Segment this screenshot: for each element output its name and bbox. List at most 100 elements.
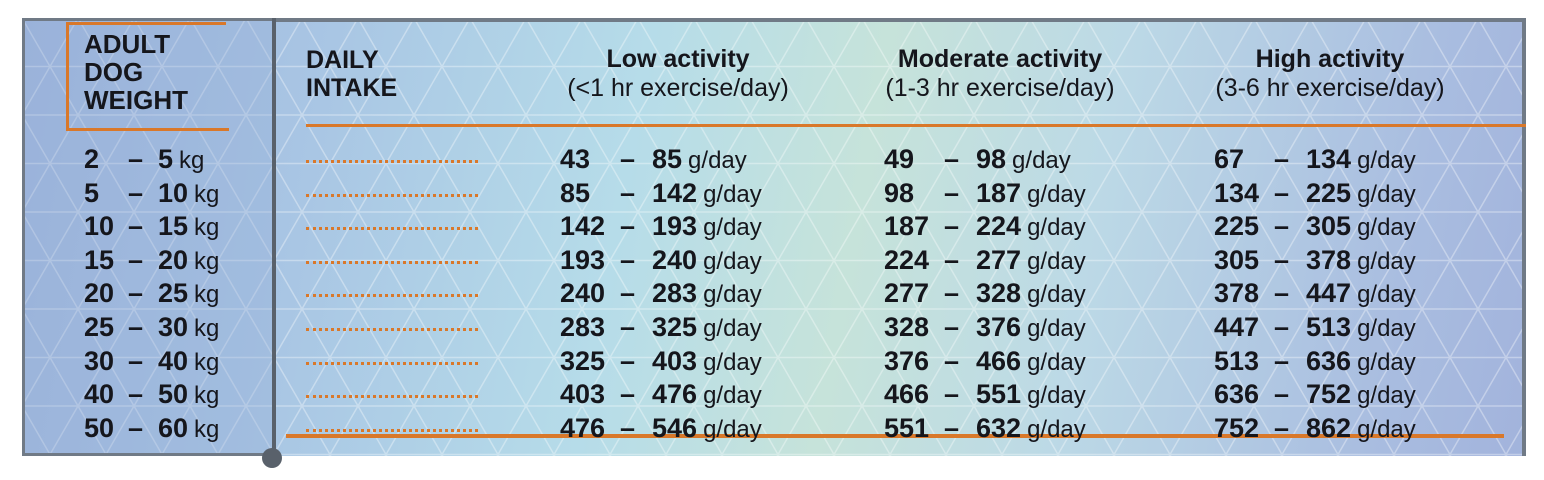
intake-unit: g/day bbox=[1357, 214, 1416, 242]
weight-unit: kg bbox=[194, 382, 220, 410]
intake-max: 142 bbox=[652, 177, 698, 208]
range-dash: – bbox=[944, 244, 960, 275]
range-dash: – bbox=[620, 177, 636, 208]
table-row: 50–60 kg 476–546 g/day 551–632 g/day 752–862 g/… bbox=[0, 413, 1544, 447]
high-activity-intake: 67–134 g/day bbox=[1214, 144, 1416, 175]
weight-unit: kg bbox=[194, 348, 220, 376]
intake-min: 134 bbox=[1214, 177, 1260, 208]
table-row: 5–10 kg 85–142 g/day 98–187 g/day 134–225 g/day bbox=[0, 178, 1544, 212]
weight-header-line: DOG bbox=[84, 57, 144, 87]
weight-range: 10–15 kg bbox=[84, 211, 219, 242]
high-activity-intake: 225–305 g/day bbox=[1214, 211, 1416, 242]
intake-unit: g/day bbox=[1027, 214, 1086, 242]
intake-unit: g/day bbox=[1357, 382, 1416, 410]
table-row: 25–30 kg 283–325 g/day 328–376 g/day 447–513 g/… bbox=[0, 312, 1544, 346]
high-activity-title: High activity bbox=[1255, 45, 1405, 73]
intake-unit: g/day bbox=[1027, 415, 1086, 443]
weight-header: ADULT DOG WEIGHT bbox=[84, 30, 224, 114]
leader-dots bbox=[306, 428, 478, 432]
low-activity-title: Low activity bbox=[606, 45, 750, 73]
high-activity-intake: 378–447 g/day bbox=[1214, 278, 1416, 309]
weight-range: 15–20 kg bbox=[84, 245, 219, 276]
range-dash: – bbox=[1274, 144, 1290, 174]
weight-range: 40–50 kg bbox=[84, 379, 219, 410]
weight-min: 15 bbox=[84, 244, 115, 275]
moderate-activity-intake: 187–224 g/day bbox=[884, 211, 1086, 242]
intake-min: 403 bbox=[560, 379, 606, 410]
intake-min: 376 bbox=[884, 345, 930, 376]
range-dash: – bbox=[620, 211, 636, 242]
intake-unit: g/day bbox=[1357, 247, 1416, 275]
low-activity-intake: 325–403 g/day bbox=[560, 346, 762, 377]
table-row: 20–25 kg 240–283 g/day 277–328 g/day 378–447 g/… bbox=[0, 278, 1544, 312]
moderate-activity-intake: 224–277 g/day bbox=[884, 245, 1086, 276]
intake-header-line: DAILY bbox=[306, 46, 379, 74]
low-activity-intake: 142–193 g/day bbox=[560, 211, 762, 242]
weight-range: 50–60 kg bbox=[84, 413, 219, 444]
low-activity-intake: 43–85 g/day bbox=[560, 144, 747, 175]
leader-dots bbox=[306, 294, 478, 298]
moderate-activity-intake: 98–187 g/day bbox=[884, 178, 1086, 209]
weight-unit: kg bbox=[194, 247, 220, 275]
range-dash: – bbox=[944, 144, 960, 174]
range-dash: – bbox=[1274, 412, 1290, 443]
intake-unit: g/day bbox=[1357, 180, 1416, 208]
column-divider bbox=[272, 18, 276, 456]
high-activity-intake: 447–513 g/day bbox=[1214, 312, 1416, 343]
intake-unit: g/day bbox=[703, 382, 762, 410]
leader-dots bbox=[306, 361, 478, 365]
intake-max: 636 bbox=[1306, 345, 1352, 376]
range-dash: – bbox=[944, 345, 960, 376]
intake-max: 466 bbox=[976, 345, 1022, 376]
range-dash: – bbox=[128, 177, 144, 208]
range-dash: – bbox=[944, 312, 960, 342]
weight-range: 20–25 kg bbox=[84, 278, 219, 309]
weight-max: 5 bbox=[158, 144, 174, 174]
intake-min: 193 bbox=[560, 244, 606, 275]
low-activity-subtitle: (<1 hr exercise/day) bbox=[567, 74, 789, 102]
intake-min: 752 bbox=[1214, 412, 1260, 443]
high-activity-subtitle: (3-6 hr exercise/day) bbox=[1215, 74, 1445, 102]
intake-max: 325 bbox=[652, 312, 698, 342]
intake-max: 376 bbox=[976, 312, 1022, 342]
high-activity-intake: 305–378 g/day bbox=[1214, 245, 1416, 276]
weight-range: 5–10 kg bbox=[84, 178, 219, 209]
geometric-background-pattern bbox=[22, 18, 1526, 456]
moderate-activity-subtitle: (1-3 hr exercise/day) bbox=[885, 74, 1115, 102]
intake-max: 283 bbox=[652, 278, 698, 309]
intake-max: 277 bbox=[976, 244, 1022, 275]
feeding-guide-card bbox=[22, 18, 1526, 456]
weight-min: 2 bbox=[84, 144, 100, 174]
low-activity-intake: 476–546 g/day bbox=[560, 413, 762, 444]
range-dash: – bbox=[944, 211, 960, 242]
intake-unit: g/day bbox=[1027, 348, 1086, 376]
intake-min: 187 bbox=[884, 211, 930, 242]
intake-min: 325 bbox=[560, 345, 606, 376]
range-dash: – bbox=[128, 412, 144, 443]
weight-unit: kg bbox=[194, 180, 220, 208]
weight-max: 20 bbox=[158, 244, 189, 275]
moderate-activity-intake: 466–551 g/day bbox=[884, 379, 1086, 410]
intake-unit: g/day bbox=[703, 348, 762, 376]
leader-dots bbox=[306, 160, 478, 163]
intake-min: 225 bbox=[1214, 211, 1260, 242]
table-row: 10–15 kg 142–193 g/day 187–224 g/day 225–305 g/… bbox=[0, 211, 1544, 245]
weight-max: 25 bbox=[158, 278, 189, 309]
weight-unit: kg bbox=[194, 214, 220, 242]
intake-min: 328 bbox=[884, 312, 930, 342]
leader-dots bbox=[306, 227, 478, 231]
intake-min: 43 bbox=[560, 144, 591, 174]
intake-min: 476 bbox=[560, 412, 606, 443]
low-activity-intake: 283–325 g/day bbox=[560, 312, 762, 343]
moderate-activity-intake: 49–98 g/day bbox=[884, 144, 1071, 175]
weight-min: 25 bbox=[84, 312, 115, 342]
intake-max: 546 bbox=[652, 412, 698, 443]
intake-max: 98 bbox=[976, 144, 1007, 174]
intake-unit: g/day bbox=[1027, 247, 1086, 275]
high-activity-intake: 636–752 g/day bbox=[1214, 379, 1416, 410]
table-top-border bbox=[274, 18, 1526, 22]
intake-min: 85 bbox=[560, 177, 591, 208]
high-activity-header: High activity (3-6 hr exercise/day) bbox=[1180, 45, 1480, 103]
intake-unit: g/day bbox=[1012, 147, 1071, 174]
intake-min: 277 bbox=[884, 278, 930, 309]
